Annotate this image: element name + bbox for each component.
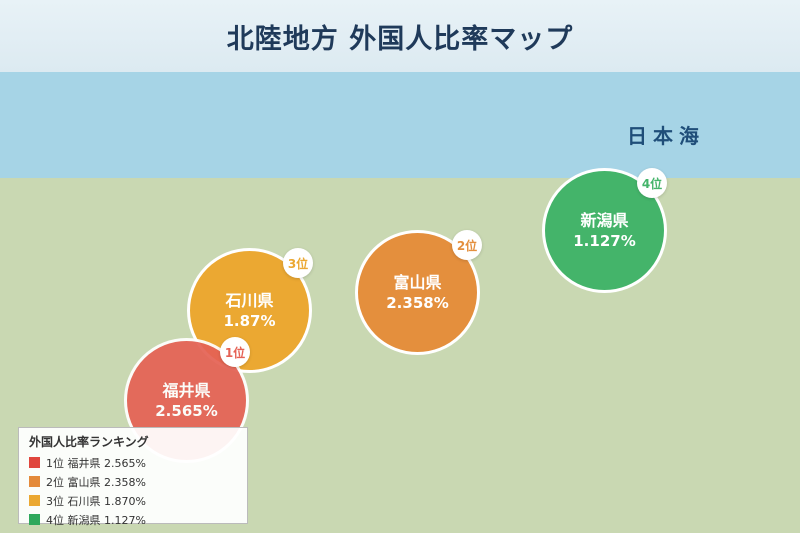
legend-item: 3位 石川県 1.870% <box>29 491 237 510</box>
prefecture-value: 1.87% <box>223 311 276 330</box>
rank-badge: 4位 <box>637 168 667 198</box>
prefecture-value: 2.565% <box>155 401 218 420</box>
legend-item: 1位 福井県 2.565% <box>29 453 237 472</box>
legend-swatch <box>29 457 40 468</box>
legend-item: 4位 新潟県 1.127% <box>29 510 237 529</box>
prefecture-name: 新潟県 <box>580 210 629 230</box>
rank-badge: 2位 <box>452 230 482 260</box>
sea-label: 日本海 <box>627 124 705 148</box>
rank-badge: 3位 <box>283 248 313 278</box>
legend-label: 2位 富山県 2.358% <box>46 475 146 489</box>
rank-badge: 1位 <box>220 337 250 367</box>
prefecture-name: 石川県 <box>225 290 274 310</box>
legend-label: 4位 新潟県 1.127% <box>46 513 146 527</box>
legend-item: 2位 富山県 2.358% <box>29 472 237 491</box>
legend-swatch <box>29 514 40 525</box>
legend-title: 外国人比率ランキング <box>29 435 149 449</box>
legend-swatch <box>29 476 40 487</box>
page-title: 北陸地方 外国人比率マップ <box>226 23 574 55</box>
prefecture-name: 福井県 <box>162 380 211 400</box>
legend: 外国人比率ランキング 1位 福井県 2.565% 2位 富山県 2.358% 3… <box>18 427 248 527</box>
sea-area <box>0 72 800 178</box>
prefecture-name: 富山県 <box>393 272 442 292</box>
legend-swatch <box>29 495 40 506</box>
legend-label: 1位 福井県 2.565% <box>46 456 146 470</box>
prefecture-value: 2.358% <box>386 293 449 312</box>
header: 北陸地方 外国人比率マップ <box>0 0 800 72</box>
prefecture-value: 1.127% <box>573 231 636 250</box>
legend-label: 3位 石川県 1.870% <box>46 494 146 508</box>
